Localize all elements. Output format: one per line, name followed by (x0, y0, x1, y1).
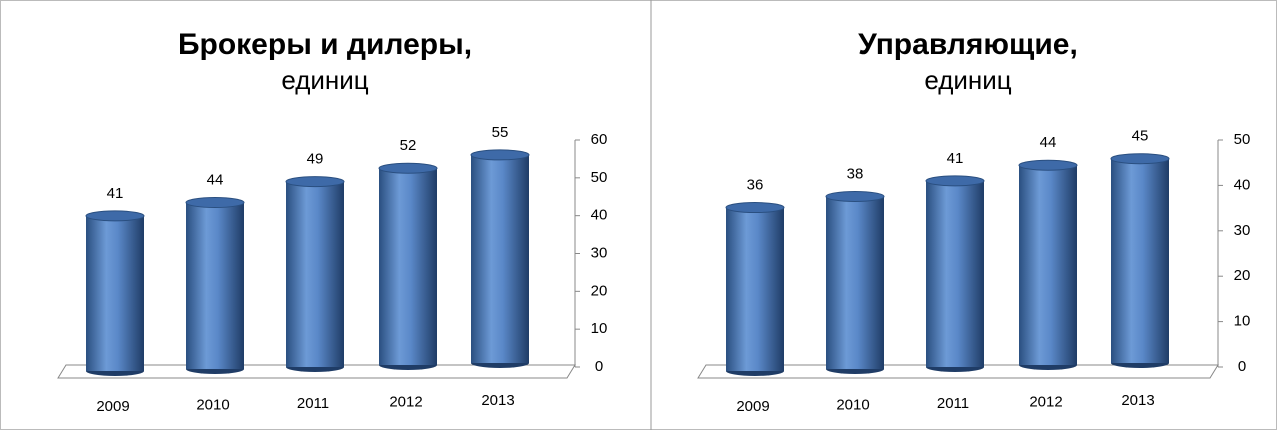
x-tick-label: 2013 (1121, 392, 1154, 409)
bar (471, 154, 529, 363)
y-tick-label: 60 (591, 131, 608, 148)
bar-top (725, 202, 785, 214)
x-tick-label: 2010 (836, 396, 869, 413)
data-label: 44 (207, 172, 224, 189)
bar (926, 180, 984, 367)
data-label: 41 (947, 150, 964, 167)
data-label: 36 (747, 177, 764, 194)
data-label: 52 (400, 137, 417, 154)
y-tick-label: 0 (1238, 358, 1246, 375)
data-label: 41 (107, 185, 124, 202)
bar-top (1110, 153, 1170, 165)
x-tick-label: 2012 (389, 393, 422, 410)
x-tick-label: 2013 (481, 392, 514, 409)
x-tick-label: 2009 (736, 398, 769, 415)
x-tick-label: 2009 (96, 398, 129, 415)
bar (1111, 158, 1169, 363)
data-label: 55 (492, 124, 509, 141)
y-tick-label: 20 (1234, 267, 1251, 284)
data-label: 44 (1040, 134, 1057, 151)
data-label: 45 (1132, 128, 1149, 145)
chart-title: Управляющие, (858, 28, 1078, 61)
bar (1019, 165, 1077, 365)
y-tick-label: 0 (595, 358, 603, 375)
y-tick-label: 50 (1234, 131, 1251, 148)
chart-subtitle: единиц (924, 65, 1011, 95)
y-tick-label: 20 (591, 282, 608, 299)
bar (186, 202, 244, 369)
bar-top (825, 190, 885, 202)
bar (286, 181, 344, 367)
data-label: 49 (307, 151, 324, 168)
bar-top (1018, 159, 1078, 171)
x-tick-label: 2010 (196, 396, 229, 413)
y-tick-label: 30 (591, 244, 608, 261)
y-tick-label: 10 (591, 320, 608, 337)
chart-subtitle: единиц (281, 65, 368, 95)
x-tick-label: 2011 (937, 395, 969, 412)
y-tick-label: 40 (1234, 176, 1251, 193)
bar (826, 196, 884, 369)
bar-top (85, 210, 145, 222)
bar (726, 207, 784, 371)
bar-top (378, 162, 438, 174)
data-label: 38 (847, 165, 864, 182)
bar-top (925, 175, 985, 187)
chart-title: Брокеры и дилеры, (178, 28, 472, 61)
y-tick-label: 40 (591, 207, 608, 224)
bar (379, 168, 437, 365)
y-tick-label: 30 (1234, 222, 1251, 239)
x-tick-label: 2011 (297, 395, 329, 412)
y-tick-label: 50 (591, 169, 608, 186)
bar (86, 215, 144, 371)
bar-top (285, 176, 345, 188)
y-tick-label: 10 (1234, 313, 1251, 330)
bar-top (470, 149, 530, 161)
bar-top (185, 197, 245, 209)
x-tick-label: 2012 (1029, 393, 1062, 410)
